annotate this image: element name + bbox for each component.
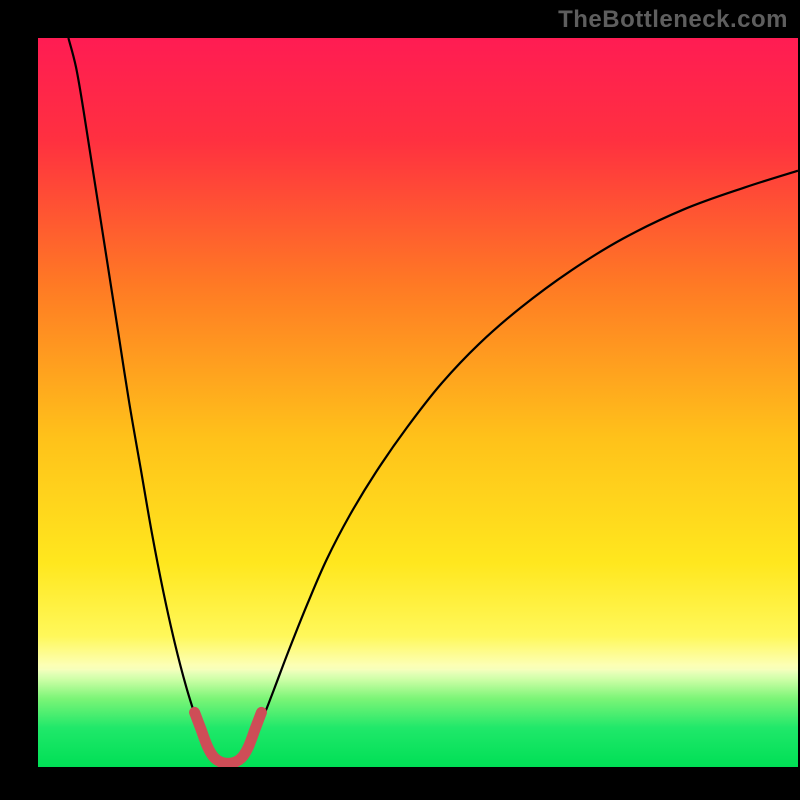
- plot-area: [38, 38, 798, 767]
- curve-svg: [38, 38, 798, 767]
- dip-highlight: [195, 712, 262, 763]
- chart-frame: TheBottleneck.com: [0, 0, 800, 800]
- watermark-text: TheBottleneck.com: [558, 6, 788, 34]
- dip-segment: [195, 712, 262, 763]
- bottleneck-curve: [68, 38, 798, 763]
